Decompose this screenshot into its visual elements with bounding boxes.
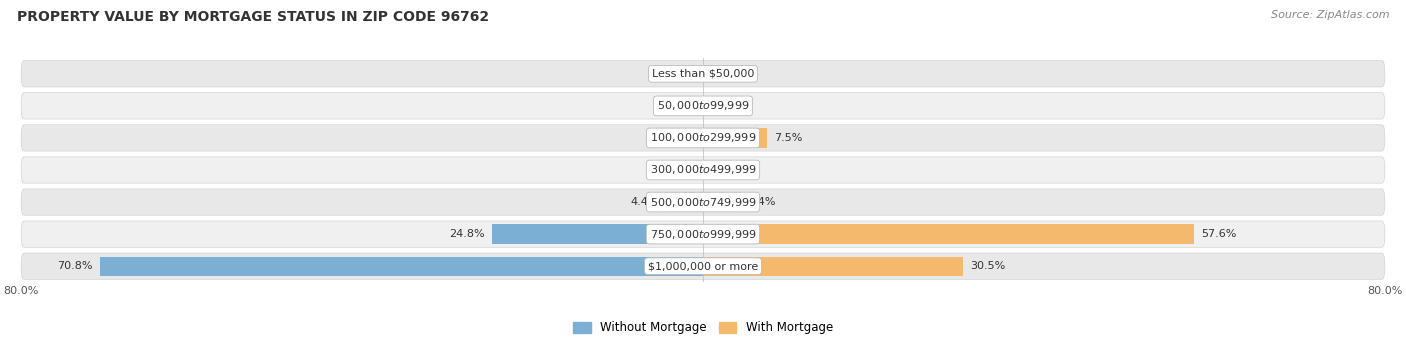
Text: $750,000 to $999,999: $750,000 to $999,999 (650, 227, 756, 241)
FancyBboxPatch shape (21, 189, 1385, 215)
Text: 0.0%: 0.0% (662, 69, 690, 79)
FancyBboxPatch shape (21, 61, 1385, 87)
Text: 0.0%: 0.0% (716, 165, 744, 175)
Text: 7.5%: 7.5% (773, 133, 803, 143)
Text: $1,000,000 or more: $1,000,000 or more (648, 261, 758, 271)
Bar (100, 257, 703, 276)
Legend: Without Mortgage, With Mortgage: Without Mortgage, With Mortgage (568, 317, 838, 339)
FancyBboxPatch shape (21, 253, 1385, 279)
Text: 0.0%: 0.0% (662, 133, 690, 143)
FancyBboxPatch shape (21, 221, 1385, 247)
Text: $50,000 to $99,999: $50,000 to $99,999 (657, 99, 749, 113)
FancyBboxPatch shape (21, 157, 1385, 183)
Text: 57.6%: 57.6% (1201, 229, 1236, 239)
Text: 70.8%: 70.8% (58, 261, 93, 271)
Bar (703, 257, 963, 276)
Bar (703, 192, 741, 212)
Text: 0.0%: 0.0% (662, 101, 690, 111)
Text: 0.0%: 0.0% (716, 69, 744, 79)
Text: 24.8%: 24.8% (449, 229, 485, 239)
FancyBboxPatch shape (21, 93, 1385, 119)
Text: 0.0%: 0.0% (662, 165, 690, 175)
Bar (703, 224, 1194, 244)
FancyBboxPatch shape (21, 125, 1385, 151)
Text: $500,000 to $749,999: $500,000 to $749,999 (650, 195, 756, 208)
Text: $300,000 to $499,999: $300,000 to $499,999 (650, 164, 756, 176)
Text: 30.5%: 30.5% (970, 261, 1005, 271)
Text: $100,000 to $299,999: $100,000 to $299,999 (650, 132, 756, 144)
Bar (492, 224, 703, 244)
Text: 4.4%: 4.4% (630, 197, 658, 207)
Text: Less than $50,000: Less than $50,000 (652, 69, 754, 79)
Bar (665, 192, 703, 212)
Text: 4.4%: 4.4% (748, 197, 776, 207)
Text: PROPERTY VALUE BY MORTGAGE STATUS IN ZIP CODE 96762: PROPERTY VALUE BY MORTGAGE STATUS IN ZIP… (17, 10, 489, 24)
Text: Source: ZipAtlas.com: Source: ZipAtlas.com (1271, 10, 1389, 20)
Bar (703, 128, 766, 148)
Text: 0.0%: 0.0% (716, 101, 744, 111)
